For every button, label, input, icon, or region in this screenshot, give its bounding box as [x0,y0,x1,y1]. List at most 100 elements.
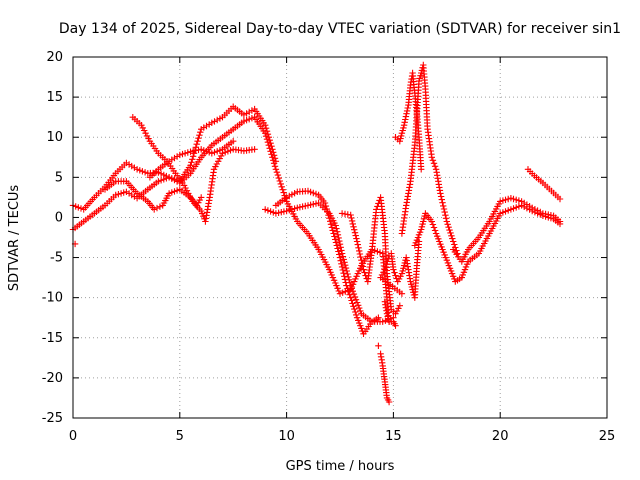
data-point-sat-b [267,140,274,147]
data-point-sat-g [345,288,352,295]
data-marks [69,61,564,406]
data-point-sat-b [240,111,248,118]
data-point-sat-p [384,258,391,265]
data-point-sat-e [153,204,161,212]
data-point-sat-f [344,270,351,278]
y-tick-label: -5 [50,251,63,266]
data-point-sat-f [338,250,346,257]
data-point-sat-k [400,122,408,129]
data-point-sat-f [267,208,274,215]
data-point-sat-h [357,253,364,261]
data-point-sat-j [394,278,401,285]
data-point-sat-g [323,205,330,213]
data-point-sat-b [77,205,85,212]
data-point-sat-j [398,270,406,277]
y-tick-label: -10 [42,291,63,306]
data-point-sat-a [334,285,341,292]
data-point-sat-l [443,218,450,225]
data-point-sat-h [355,244,362,251]
data-point-sat-b [139,168,146,175]
data-point-sat-l [429,157,437,164]
data-point-sat-f [340,256,347,263]
data-point-sat-h [359,263,366,270]
data-point-sat-l [404,193,411,200]
data-point-sat-d [187,148,194,155]
data-point-sat-k [398,130,406,137]
data-point-sat-f [339,253,347,260]
data-point-sat-b [214,116,221,124]
data-point-sat-m [436,238,443,245]
data-point-sat-d [230,138,237,145]
data-point-sat-k [404,104,411,112]
data-point-sat-k [402,116,409,123]
data-point-sat-k [401,119,408,126]
data-point-sat-c [202,218,209,225]
data-point-sat-l [415,77,423,85]
data-point-sat-g [346,291,353,298]
data-point-sat-f [283,207,290,215]
data-point-sat-g [283,194,290,201]
y-tick-label: 20 [46,50,63,65]
data-point-sat-b [266,137,273,144]
data-point-sat-l [440,202,447,210]
data-point-sat-n [513,196,520,203]
data-point-sat-a [351,278,358,285]
data-point-sat-d [208,150,215,157]
data-point-sat-j [390,266,397,273]
data-point-sat-m [428,218,435,225]
data-point-sat-b [189,156,196,163]
data-point-sat-j [407,278,414,285]
data-point-sat-a [248,115,256,122]
data-point-sat-p [382,263,389,271]
data-point-sat-e [173,187,181,194]
data-point-sat-a [155,178,162,185]
axis-ticks: 0 5 10 15 20 25 -25 -20 -15 -10 -5 0 5 10 15 20 [42,50,616,444]
data-point-sat-f [275,209,282,216]
x-tick-label: 20 [492,429,509,444]
y-tick-label: -25 [42,411,63,426]
data-point-sat-f [337,244,344,251]
data-point-sat-h [356,250,364,258]
data-point-sat-m [502,208,509,215]
data-point-sat-c [182,184,189,192]
data-point-sat-b [75,204,82,211]
data-point-sat-p [398,290,406,297]
data-point-sat-g [326,215,333,222]
data-point-sat-h [356,247,363,255]
data-point-sat-g [349,300,356,307]
data-point-sat-a [278,183,285,190]
y-tick-label: -20 [42,371,63,386]
data-point-sat-f [288,206,296,213]
data-point-sat-g [332,236,339,243]
data-point-sat-m [448,270,456,277]
data-point-sat-m [513,204,520,211]
data-point-sat-b [187,162,194,169]
data-point-sat-f [353,299,361,306]
data-point-sat-a [336,290,344,297]
data-point-sat-f [350,290,358,298]
data-point-sat-b [262,122,269,129]
data-point-sat-h [353,238,361,245]
data-point-sat-g [353,314,361,321]
data-point-sat-g [322,202,330,210]
data-point-sat-h [358,260,366,267]
data-point-sat-m [444,259,452,267]
data-point-sat-g [327,221,335,228]
data-point-sat-e [156,203,164,210]
data-point-sat-p [385,252,393,260]
data-point-sat-f [338,247,345,254]
data-point-sat-b [270,152,278,159]
data-point-sat-g [291,190,298,197]
data-point-sat-j [408,281,415,288]
data-point-sat-a [112,191,119,199]
x-axis-label: GPS time / hours [286,459,395,474]
data-point-sat-a [333,282,340,289]
data-point-sat-b [270,149,277,156]
data-point-sat-f [336,241,344,248]
grid [73,57,607,418]
data-point-sat-l [406,184,413,191]
data-point-sat-h [392,310,399,317]
data-point-sat-h [396,302,403,309]
data-point-sat-n [502,196,509,203]
data-point-sat-a [279,186,286,193]
